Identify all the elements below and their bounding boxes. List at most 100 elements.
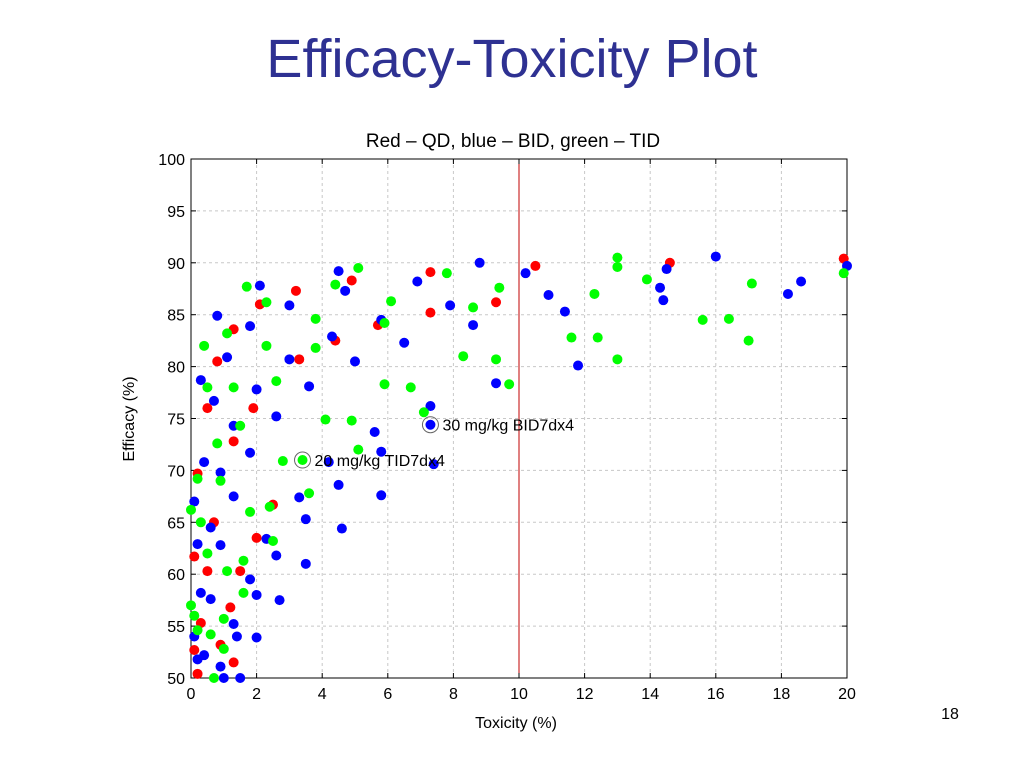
- x-tick-label: 20: [838, 686, 856, 703]
- data-point: [271, 376, 282, 387]
- data-point: [304, 381, 315, 392]
- data-point: [254, 280, 265, 291]
- data-point: [379, 318, 390, 329]
- data-point: [340, 285, 351, 296]
- data-point: [238, 555, 249, 566]
- data-point: [641, 274, 652, 285]
- data-point: [277, 456, 288, 467]
- data-point: [353, 262, 364, 273]
- data-point: [504, 379, 515, 390]
- y-tick-label: 85: [167, 308, 185, 325]
- data-point: [199, 457, 210, 468]
- data-point: [300, 514, 311, 525]
- data-point: [284, 300, 295, 311]
- data-point: [661, 264, 672, 275]
- data-point: [658, 295, 669, 306]
- x-axis-label: Toxicity (%): [475, 715, 557, 732]
- data-point: [228, 619, 239, 630]
- data-point: [284, 354, 295, 365]
- data-point: [386, 296, 397, 307]
- data-point: [228, 382, 239, 393]
- x-tick-label: 14: [641, 686, 659, 703]
- data-point: [205, 629, 216, 640]
- data-point: [215, 540, 226, 551]
- data-point: [425, 307, 436, 318]
- data-point: [327, 331, 338, 342]
- data-point: [271, 550, 282, 561]
- data-point: [474, 257, 485, 268]
- data-point: [205, 522, 216, 533]
- data-point: [310, 342, 321, 353]
- annotation-label: 30 mg/kg BID7dx4: [442, 418, 574, 435]
- data-point: [189, 644, 200, 655]
- data-point: [346, 415, 357, 426]
- data-point: [238, 587, 249, 598]
- x-tick-label: 18: [773, 686, 791, 703]
- data-point: [468, 320, 479, 331]
- data-point: [251, 384, 262, 395]
- data-point: [195, 517, 206, 528]
- data-point: [245, 321, 256, 332]
- data-point: [186, 504, 196, 515]
- data-point: [491, 378, 502, 389]
- data-point: [304, 488, 315, 499]
- data-point: [458, 351, 469, 362]
- data-point: [212, 310, 223, 321]
- data-point: [245, 506, 256, 517]
- data-point: [346, 275, 357, 286]
- data-point: [189, 496, 200, 507]
- x-tick-label: 0: [187, 686, 196, 703]
- data-point: [491, 297, 502, 308]
- data-point: [215, 661, 226, 672]
- data-point: [330, 279, 341, 290]
- data-point: [212, 438, 223, 449]
- annotation-label: 20 mg/kg TID7dx4: [315, 453, 446, 470]
- data-point: [228, 657, 239, 668]
- data-point: [796, 276, 807, 287]
- data-point: [350, 356, 360, 367]
- data-point: [218, 673, 229, 683]
- data-point: [399, 337, 410, 348]
- data-point: [376, 446, 387, 457]
- data-point: [251, 532, 262, 543]
- data-point: [333, 266, 344, 277]
- data-point: [710, 251, 721, 262]
- data-point: [612, 354, 623, 365]
- data-point: [199, 340, 210, 351]
- data-point: [274, 595, 285, 606]
- data-point: [199, 650, 210, 661]
- data-point: [245, 574, 256, 585]
- data-point: [192, 539, 203, 550]
- data-point: [189, 551, 200, 562]
- data-point: [202, 548, 213, 559]
- data-point: [441, 268, 452, 279]
- data-point: [405, 382, 416, 393]
- data-point: [192, 625, 203, 636]
- x-tick-label: 12: [576, 686, 594, 703]
- data-point: [192, 668, 203, 679]
- data-point: [838, 268, 849, 279]
- data-point: [336, 523, 347, 534]
- data-point: [251, 589, 262, 600]
- data-point: [425, 401, 436, 412]
- data-point: [566, 332, 577, 343]
- data-point: [231, 631, 242, 642]
- slide-number: 18: [941, 706, 959, 723]
- y-tick-label: 70: [167, 463, 185, 480]
- data-point: [218, 643, 229, 654]
- slide-title: Efficacy-Toxicity Plot: [266, 29, 758, 89]
- data-point: [320, 414, 331, 425]
- tick-layer: 0 2 4 6 8 10 12 14 16 18 20 50 55 60 65 70 75 80 85 90 95 100: [158, 152, 856, 703]
- grid-layer: [191, 159, 847, 678]
- data-point: [494, 282, 505, 293]
- x-tick-label: 6: [383, 686, 392, 703]
- data-point: [222, 328, 233, 339]
- data-point: [445, 300, 456, 311]
- data-point: [376, 490, 387, 501]
- y-tick-label: 75: [167, 412, 185, 429]
- annotation-marker: [294, 451, 312, 469]
- data-point: [261, 297, 272, 308]
- data-point: [310, 313, 321, 324]
- x-tick-label: 4: [318, 686, 327, 703]
- x-tick-label: 16: [707, 686, 725, 703]
